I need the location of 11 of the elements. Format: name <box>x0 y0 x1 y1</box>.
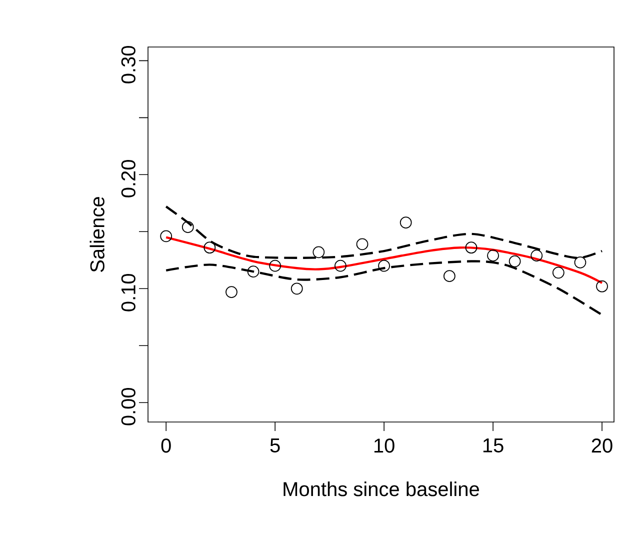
y-tick-label: 0.30 <box>121 46 136 84</box>
y-tick-label: 0.20 <box>121 160 136 198</box>
x-tick-label: 0 <box>161 438 171 453</box>
x-tick-label: 10 <box>374 438 394 453</box>
x-axis-title: Months since baseline <box>284 482 480 496</box>
y-tick-label: 0.10 <box>121 274 136 312</box>
x-tick-label: 20 <box>592 438 612 453</box>
y-axis-title: Salience <box>90 197 104 272</box>
x-tick-label: 15 <box>483 438 504 452</box>
x-tick-label: 5 <box>270 438 280 452</box>
y-tick-label: 0.00 <box>121 388 136 426</box>
